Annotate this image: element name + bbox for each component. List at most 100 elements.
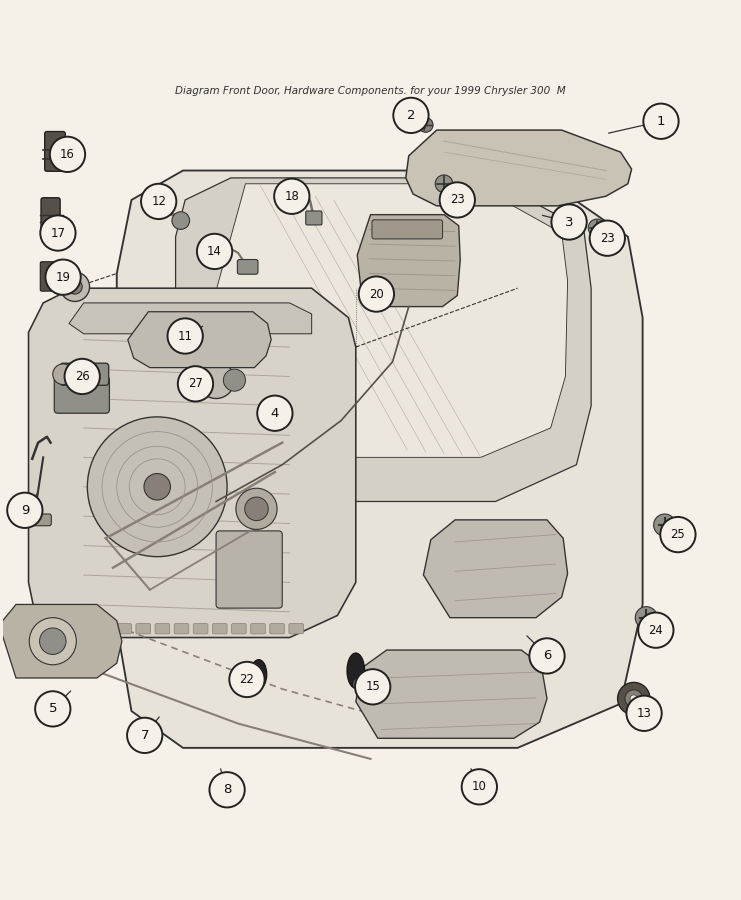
Circle shape [45,259,81,295]
Text: 9: 9 [21,504,29,517]
Circle shape [53,364,73,384]
Circle shape [144,473,170,500]
FancyBboxPatch shape [174,624,189,634]
Circle shape [245,497,268,520]
Circle shape [7,492,42,528]
Circle shape [635,607,657,629]
Text: 5: 5 [49,702,57,716]
FancyBboxPatch shape [237,259,258,274]
Polygon shape [423,520,568,617]
Circle shape [359,276,394,311]
Circle shape [60,272,90,302]
FancyBboxPatch shape [372,220,442,238]
FancyBboxPatch shape [117,624,131,634]
FancyBboxPatch shape [270,624,285,634]
Text: Diagram Front Door, Hardware Components. for your 1999 Chrysler 300  M: Diagram Front Door, Hardware Components.… [175,86,566,96]
FancyBboxPatch shape [250,624,265,634]
Ellipse shape [353,679,359,689]
Text: 2: 2 [407,109,415,122]
Text: 11: 11 [178,329,193,343]
FancyBboxPatch shape [216,531,282,608]
FancyBboxPatch shape [54,376,110,413]
Circle shape [588,219,606,237]
Circle shape [167,319,203,354]
Text: 26: 26 [75,370,90,383]
Text: 19: 19 [56,271,70,284]
FancyBboxPatch shape [98,624,113,634]
Text: 7: 7 [141,729,149,742]
Circle shape [210,772,245,807]
FancyBboxPatch shape [79,624,93,634]
Circle shape [630,695,637,702]
FancyBboxPatch shape [155,624,170,634]
Text: 4: 4 [270,407,279,419]
Polygon shape [127,311,271,367]
Circle shape [64,359,100,394]
Text: 17: 17 [50,227,65,239]
Circle shape [660,517,696,553]
Circle shape [29,617,76,665]
FancyBboxPatch shape [136,624,150,634]
Circle shape [625,689,642,707]
Text: 6: 6 [543,650,551,662]
Circle shape [39,628,66,654]
Text: 10: 10 [472,780,487,793]
Circle shape [274,178,310,214]
Circle shape [127,717,162,753]
Circle shape [393,98,428,133]
Circle shape [419,118,433,132]
FancyBboxPatch shape [231,624,246,634]
Polygon shape [193,184,568,457]
FancyBboxPatch shape [27,514,51,526]
Text: 8: 8 [223,783,231,796]
Circle shape [178,366,213,401]
Text: 27: 27 [188,377,203,391]
Text: 18: 18 [285,190,299,203]
Text: 15: 15 [365,680,380,693]
Circle shape [198,362,234,399]
Circle shape [654,514,676,536]
Circle shape [435,175,453,193]
FancyBboxPatch shape [306,211,322,225]
Polygon shape [117,170,642,748]
Circle shape [590,220,625,256]
FancyBboxPatch shape [213,624,227,634]
Circle shape [87,417,227,556]
FancyBboxPatch shape [60,364,109,385]
Circle shape [35,691,70,726]
Polygon shape [69,303,312,334]
Circle shape [257,396,293,431]
Text: 25: 25 [671,528,685,541]
Text: 12: 12 [151,195,166,208]
Text: 23: 23 [600,231,615,245]
FancyBboxPatch shape [41,198,60,233]
Ellipse shape [347,653,365,688]
Polygon shape [406,130,631,206]
Text: 23: 23 [450,194,465,206]
Circle shape [197,234,232,269]
FancyBboxPatch shape [40,262,54,291]
Circle shape [355,670,391,705]
Circle shape [141,184,176,219]
Circle shape [223,369,245,392]
Circle shape [229,662,265,698]
Circle shape [67,279,82,294]
Circle shape [551,204,587,239]
Circle shape [643,104,679,139]
Polygon shape [176,178,591,501]
Circle shape [172,212,190,230]
Circle shape [50,137,85,172]
Text: 14: 14 [207,245,222,258]
Polygon shape [357,215,460,307]
Circle shape [236,488,277,529]
Circle shape [529,638,565,673]
Text: 22: 22 [239,673,254,686]
Text: 24: 24 [648,624,663,636]
Text: 3: 3 [565,215,574,229]
Circle shape [626,696,662,731]
FancyBboxPatch shape [44,131,65,171]
Text: 20: 20 [369,288,384,301]
Circle shape [638,613,674,648]
Circle shape [617,682,650,715]
Polygon shape [28,288,356,637]
